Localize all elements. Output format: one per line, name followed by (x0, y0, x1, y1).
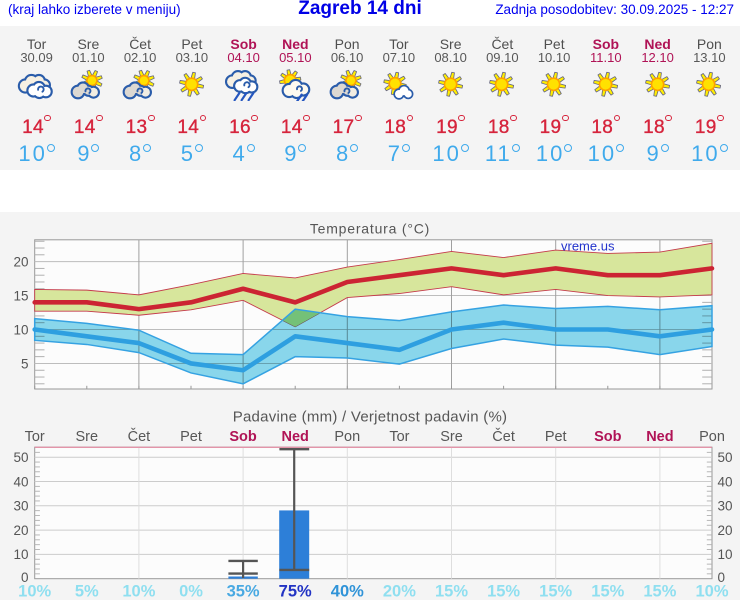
svg-text:Pet: Pet (545, 429, 567, 445)
svg-text:35%: 35% (227, 582, 260, 600)
svg-text:15%: 15% (591, 582, 624, 600)
svg-text:15%: 15% (487, 582, 520, 600)
svg-text:30: 30 (718, 499, 733, 514)
svg-text:Sob: Sob (594, 429, 622, 445)
svg-text:75%: 75% (279, 582, 312, 600)
svg-text:0%: 0% (179, 582, 203, 600)
svg-text:Tor: Tor (25, 429, 45, 445)
svg-text:Ned: Ned (646, 429, 673, 445)
svg-text:10%: 10% (695, 582, 728, 600)
svg-text:40%: 40% (331, 582, 364, 600)
svg-text:Temperatura (°C): Temperatura (°C) (310, 221, 430, 237)
svg-text:0: 0 (21, 570, 29, 585)
svg-text:30: 30 (13, 499, 28, 514)
svg-text:50: 50 (13, 450, 28, 465)
svg-text:Sre: Sre (440, 429, 463, 445)
svg-text:Pet: Pet (180, 429, 202, 445)
svg-text:20: 20 (718, 523, 733, 538)
svg-text:10: 10 (13, 547, 28, 562)
svg-text:20: 20 (13, 523, 28, 538)
svg-text:40: 40 (718, 474, 733, 489)
svg-text:10: 10 (718, 547, 733, 562)
svg-text:15: 15 (13, 288, 28, 303)
svg-text:Čet: Čet (128, 428, 151, 445)
svg-text:50: 50 (718, 450, 733, 465)
svg-text:5: 5 (21, 356, 29, 371)
svg-text:20: 20 (13, 254, 28, 269)
svg-text:0: 0 (718, 570, 726, 585)
svg-text:5%: 5% (75, 582, 99, 600)
svg-text:20%: 20% (383, 582, 416, 600)
svg-text:Padavine (mm) / Verjetnost pad: Padavine (mm) / Verjetnost padavin (%) (233, 409, 508, 426)
svg-text:15%: 15% (643, 582, 676, 600)
svg-text:10%: 10% (18, 582, 51, 600)
svg-text:Pon: Pon (699, 429, 725, 445)
svg-text:Čet: Čet (492, 428, 515, 445)
svg-text:Sob: Sob (229, 429, 257, 445)
svg-text:10%: 10% (122, 582, 155, 600)
svg-text:15%: 15% (435, 582, 468, 600)
svg-text:40: 40 (13, 474, 28, 489)
svg-text:15%: 15% (539, 582, 572, 600)
svg-text:Sre: Sre (76, 429, 99, 445)
svg-text:Tor: Tor (389, 429, 409, 445)
svg-text:Ned: Ned (281, 429, 308, 445)
svg-text:Pon: Pon (334, 429, 360, 445)
svg-text:vreme.us: vreme.us (561, 239, 615, 254)
svg-text:10: 10 (13, 322, 28, 337)
